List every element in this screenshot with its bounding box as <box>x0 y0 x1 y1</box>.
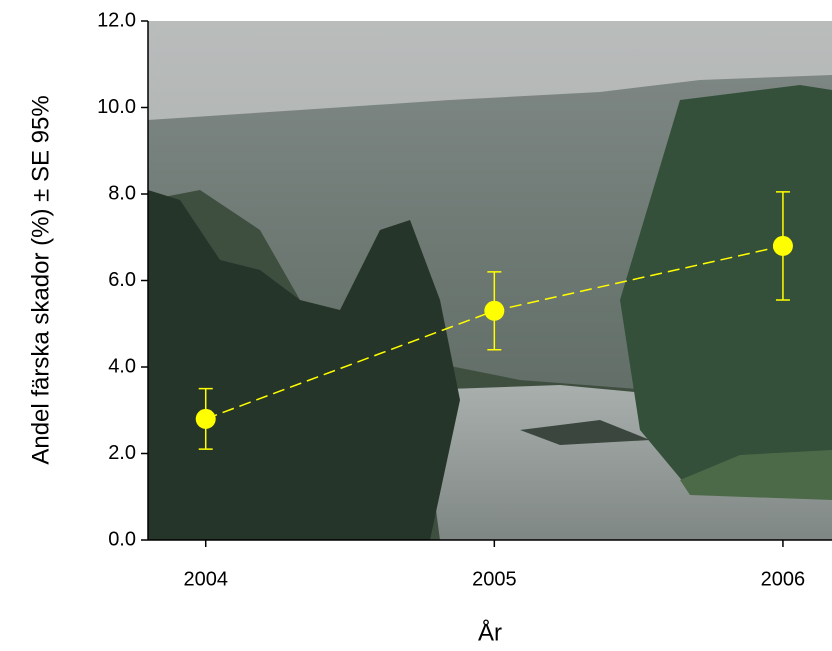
y-tick-label: 2.0 <box>108 442 136 464</box>
background-photo <box>148 21 832 540</box>
chart: År Andel färska skador (%) ± SE 95% 0.0 2… <box>0 0 832 646</box>
data-point <box>196 409 216 429</box>
y-tick-label: 8.0 <box>108 182 136 204</box>
x-tick-label: 2004 <box>183 568 228 590</box>
y-axis-label: Andel färska skador (%) ± SE 95% <box>27 95 54 464</box>
y-tick-label: 6.0 <box>108 269 136 291</box>
x-axis-label: År <box>478 618 502 646</box>
y-tick-label: 4.0 <box>108 355 136 377</box>
y-tick-label: 12.0 <box>97 9 136 31</box>
x-tick-label: 2005 <box>472 568 517 590</box>
x-tick-label: 2006 <box>761 568 806 590</box>
y-tick-label: 10.0 <box>97 96 136 118</box>
data-point <box>773 236 793 256</box>
y-tick-label: 0.0 <box>108 528 136 550</box>
data-point <box>484 301 504 321</box>
